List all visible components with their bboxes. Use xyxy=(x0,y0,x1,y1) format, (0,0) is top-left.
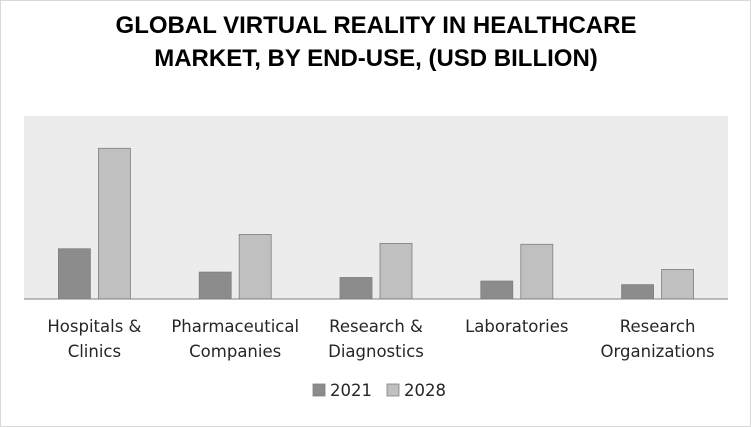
bar-2021-3 xyxy=(480,280,514,300)
category-label-0: Hospitals & Clinics xyxy=(47,317,141,361)
bar-2021-2 xyxy=(339,277,373,300)
legend-label-2021: 2021 xyxy=(330,381,372,400)
bar-2028-4 xyxy=(661,268,694,300)
bar-2021-4 xyxy=(621,284,654,300)
bar-2028-3 xyxy=(520,243,554,300)
plot-area xyxy=(24,116,728,299)
legend-swatch-2021 xyxy=(312,383,326,397)
category-label-1: Pharmaceutical Companies xyxy=(171,317,299,361)
category-labels: Hospitals & Clinics Pharmaceutical Companie… xyxy=(47,317,714,361)
category-label-2: Research & Diagnostics xyxy=(328,317,424,361)
category-label-4: Research Organizations xyxy=(601,317,715,361)
bar-2028-1 xyxy=(238,234,272,300)
bar-2021-1 xyxy=(198,271,232,300)
legend: 2021 2028 xyxy=(312,381,446,400)
bar-2028-2 xyxy=(379,242,413,300)
category-label-3: Laboratories xyxy=(465,317,568,336)
bars-group xyxy=(58,147,694,300)
legend-swatch-2028 xyxy=(386,383,400,397)
bar-2021-0 xyxy=(58,248,91,300)
bar-2028-0 xyxy=(98,147,131,300)
legend-label-2028: 2028 xyxy=(404,381,446,400)
chart-title: GLOBAL VIRTUAL REALITY IN HEALTHCARE MAR… xyxy=(115,12,637,72)
